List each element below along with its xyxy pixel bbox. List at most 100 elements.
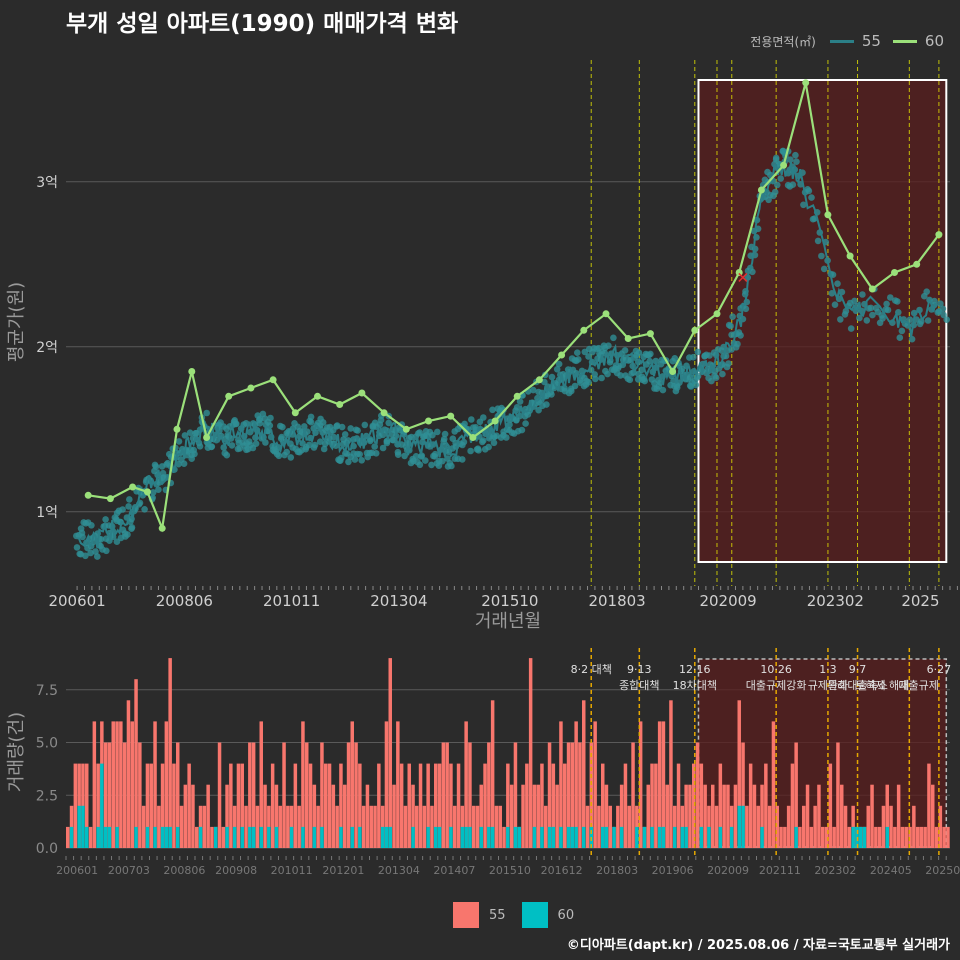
bar-60 bbox=[547, 826, 552, 848]
point-60 bbox=[713, 310, 721, 318]
bar-55 bbox=[923, 826, 927, 848]
bar-60 bbox=[582, 826, 586, 848]
bar-55 bbox=[619, 784, 624, 848]
bar-55 bbox=[676, 763, 681, 848]
bar-55 bbox=[904, 826, 908, 848]
point-55 bbox=[847, 325, 855, 332]
bar-60 bbox=[437, 826, 442, 848]
bar-60 bbox=[661, 826, 666, 848]
legend-title: 전용면적(㎡) bbox=[750, 34, 816, 49]
bar-55 bbox=[126, 700, 131, 848]
bar-55 bbox=[441, 742, 446, 848]
bar-55 bbox=[532, 784, 537, 848]
bar-55 bbox=[874, 826, 878, 848]
bar-60 bbox=[684, 826, 688, 848]
bar-55 bbox=[585, 805, 590, 848]
point-55 bbox=[191, 450, 198, 458]
bar-55 bbox=[528, 658, 533, 848]
point-55 bbox=[180, 460, 188, 468]
bar-x-tick-label-15: 202405 bbox=[870, 864, 912, 877]
point-55 bbox=[412, 453, 420, 460]
bar-x-tick-label-14: 202302 bbox=[814, 864, 856, 877]
bar-55 bbox=[153, 721, 157, 848]
point-55 bbox=[777, 175, 784, 182]
bar-60 bbox=[729, 826, 734, 848]
point-55 bbox=[931, 297, 938, 305]
point-60 bbox=[891, 269, 898, 276]
bar-x-tick-label-9: 201612 bbox=[541, 864, 583, 877]
policy-label-1-1: 종합대책 bbox=[619, 679, 659, 692]
point-55 bbox=[330, 433, 338, 441]
bar-60 bbox=[77, 805, 81, 848]
bar-55 bbox=[172, 763, 176, 848]
bar-55 bbox=[297, 805, 301, 848]
bar-x-tick-label-13: 202111 bbox=[759, 864, 801, 877]
bar-55 bbox=[96, 763, 100, 848]
y-tick-label-1: 2억 bbox=[36, 340, 58, 356]
bar-55 bbox=[756, 805, 760, 848]
point-60 bbox=[913, 260, 921, 268]
point-55 bbox=[621, 347, 629, 354]
bar-60 bbox=[574, 826, 578, 848]
bar-55 bbox=[870, 784, 874, 848]
point-55 bbox=[869, 311, 876, 319]
bar-55 bbox=[889, 805, 893, 848]
point-55 bbox=[646, 357, 653, 365]
bar-55 bbox=[434, 763, 438, 848]
point-55 bbox=[94, 553, 101, 560]
point-55 bbox=[341, 431, 349, 438]
bar-55 bbox=[122, 742, 127, 848]
bar-60 bbox=[487, 826, 491, 848]
point-55 bbox=[896, 334, 904, 342]
point-55 bbox=[320, 445, 328, 453]
x-tick-label-7: 202302 bbox=[807, 592, 864, 610]
bar-55 bbox=[456, 763, 461, 848]
bar-x-tick-label-3: 200908 bbox=[215, 864, 257, 877]
bar-60 bbox=[240, 826, 244, 848]
point-55 bbox=[319, 419, 327, 426]
bar-55 bbox=[225, 784, 229, 848]
point-55 bbox=[467, 447, 474, 455]
point-55 bbox=[278, 433, 286, 441]
legend-label-60: 60 bbox=[924, 32, 944, 50]
point-55 bbox=[842, 307, 850, 315]
point-60 bbox=[314, 392, 321, 400]
point-55 bbox=[354, 427, 361, 434]
bar-55 bbox=[544, 805, 548, 848]
point-55 bbox=[155, 486, 162, 494]
bar-55 bbox=[479, 784, 483, 848]
point-55 bbox=[529, 386, 537, 394]
bar-60 bbox=[411, 826, 415, 848]
point-55 bbox=[233, 420, 240, 428]
bar-55 bbox=[85, 763, 89, 848]
bar-55 bbox=[915, 826, 920, 848]
bar-60 bbox=[551, 826, 556, 848]
bar-55 bbox=[805, 784, 810, 848]
bar-55 bbox=[149, 763, 153, 848]
point-55 bbox=[604, 370, 611, 378]
bar-55 bbox=[771, 721, 776, 848]
point-55 bbox=[125, 503, 132, 510]
x-tick-label-4: 201510 bbox=[481, 592, 538, 610]
bar-55 bbox=[692, 763, 696, 848]
point-55 bbox=[574, 349, 581, 357]
point-55 bbox=[441, 430, 449, 438]
point-55 bbox=[283, 448, 291, 456]
point-55 bbox=[617, 372, 624, 379]
bar-60 bbox=[490, 826, 495, 848]
bar-60 bbox=[259, 826, 263, 848]
point-55 bbox=[275, 452, 283, 460]
bar-60 bbox=[380, 826, 385, 848]
point-55 bbox=[428, 461, 435, 469]
point-55 bbox=[805, 187, 813, 195]
point-55 bbox=[863, 317, 871, 324]
point-55 bbox=[301, 423, 308, 430]
bar-60 bbox=[540, 826, 544, 848]
bar-55 bbox=[817, 784, 821, 848]
bar-60 bbox=[434, 826, 438, 848]
bar-55 bbox=[536, 784, 540, 848]
bar-55 bbox=[490, 700, 495, 848]
bar-55 bbox=[320, 742, 324, 848]
bar-55 bbox=[418, 763, 423, 848]
